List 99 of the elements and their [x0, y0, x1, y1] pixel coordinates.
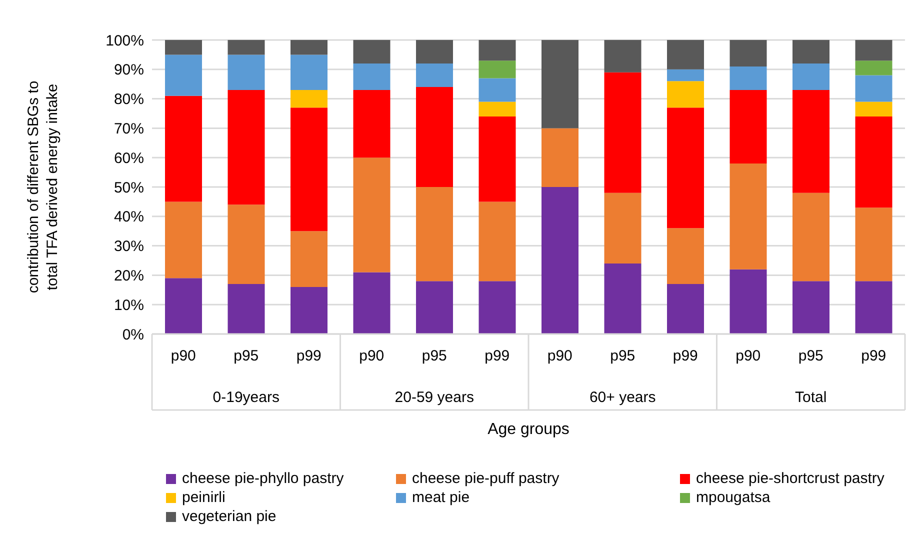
bar [792, 281, 830, 334]
x-tick-label: p90 [170, 348, 196, 365]
x-tick-label: p90 [547, 348, 572, 365]
y-tick-label: 60% [114, 150, 144, 167]
bar [855, 281, 892, 334]
x-tick-label: p95 [610, 348, 636, 365]
bar [478, 116, 516, 202]
y-tick-label: 90% [114, 62, 144, 79]
bar [667, 81, 704, 108]
bar [855, 75, 892, 102]
text: 20-59 years [394, 389, 474, 406]
legend-label: cheese pie-phyllo pastry [181, 470, 345, 487]
x-tick-label: p90 [359, 348, 384, 365]
bar [478, 60, 516, 78]
bar [604, 192, 642, 264]
bar [667, 40, 704, 70]
bar [730, 40, 767, 66]
bar [416, 64, 453, 88]
bar [290, 90, 328, 108]
bar [667, 108, 704, 228]
legend-label: peinirli [181, 489, 226, 506]
bar [730, 269, 767, 334]
bar [604, 40, 642, 72]
x-tick-label: p99 [484, 348, 510, 365]
bar [165, 278, 202, 334]
y-tick-label: 0% [122, 326, 144, 344]
bar [416, 281, 453, 334]
y-tick-label: 10% [114, 296, 144, 314]
bar [478, 78, 516, 102]
bar [792, 40, 830, 64]
text: Total [795, 389, 827, 406]
bar [416, 40, 453, 64]
legend-label: vegeterian pie [181, 508, 278, 525]
bar [416, 87, 453, 187]
y-tick-label: 100% [106, 32, 144, 50]
bar [290, 54, 328, 90]
legend-label: meat pie [411, 489, 471, 506]
bar [792, 90, 830, 193]
y-tick-label: 50% [114, 179, 144, 196]
x-tick-label: p99 [861, 348, 886, 365]
bar [542, 128, 578, 187]
bar [855, 60, 892, 76]
bar [604, 263, 642, 334]
x-tick-label: p99 [672, 348, 698, 365]
x-tick-label: p95 [422, 348, 447, 365]
bar [290, 286, 328, 334]
legend-label: cheese pie-shortcrust pastry [695, 470, 886, 487]
bar [855, 116, 892, 208]
x-tick-label: p99 [296, 348, 322, 365]
bar [228, 204, 265, 284]
bar [290, 108, 328, 232]
bar [228, 54, 265, 90]
bar [855, 102, 892, 116]
bar [667, 284, 704, 334]
bar [165, 202, 202, 278]
bar [478, 202, 516, 282]
bar [353, 64, 390, 90]
y-tick-label: 70% [114, 120, 144, 138]
bar [228, 40, 265, 55]
x-tick-label: p90 [736, 348, 761, 365]
legend-label: mpougatsa [695, 489, 772, 506]
y-tick-label: 20% [114, 268, 144, 285]
bar [792, 192, 830, 282]
bar [353, 40, 390, 64]
x-tick-label: p95 [234, 348, 259, 365]
bar [290, 231, 328, 287]
text: 60+ years [589, 389, 656, 406]
bar [667, 69, 704, 82]
bar [228, 284, 265, 334]
bar [165, 96, 202, 202]
y-tick-label: 30% [114, 238, 144, 256]
bar [667, 228, 704, 284]
bar [353, 90, 390, 158]
x-axis-title: Age groups [488, 421, 570, 438]
text: 0-19years [212, 389, 280, 406]
bar [855, 40, 892, 61]
bar [165, 54, 202, 96]
y-axis-title: contribution of different SBGs to total TFA derived energy intake [25, 80, 61, 294]
bar [165, 40, 202, 55]
bar [228, 90, 265, 205]
bar [478, 102, 516, 116]
y-tick-label: 40% [114, 208, 144, 226]
y-tick-label: 80% [114, 91, 144, 108]
x-tick-label: p95 [798, 348, 824, 365]
bar [416, 187, 453, 282]
bar [604, 72, 642, 193]
bar [792, 64, 830, 90]
bar [542, 40, 578, 128]
bar [730, 66, 767, 90]
bar [855, 208, 892, 282]
bar [730, 90, 767, 164]
bar [353, 158, 390, 272]
bar [478, 40, 516, 61]
bar [290, 40, 328, 55]
bar [478, 281, 516, 334]
bar [353, 272, 390, 334]
legend-label: cheese pie-puff pastry [411, 470, 560, 487]
bar [730, 163, 767, 270]
bar [542, 187, 578, 334]
